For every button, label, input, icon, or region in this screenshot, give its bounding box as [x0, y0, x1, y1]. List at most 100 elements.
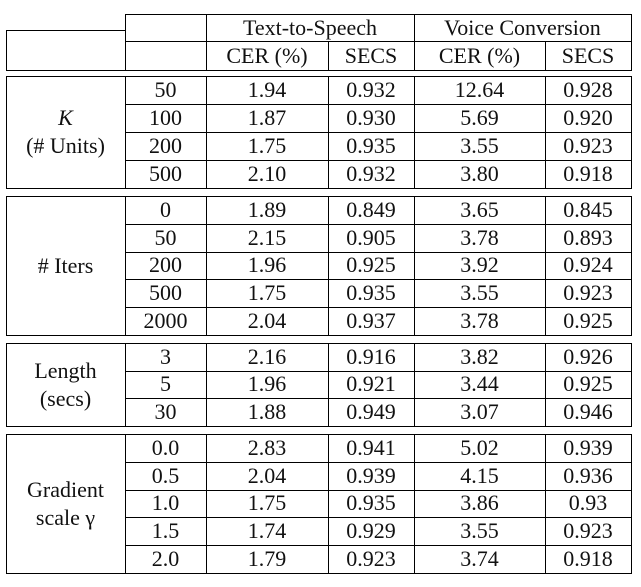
header-top-rule	[125, 14, 632, 15]
column-line	[6, 76, 7, 189]
vc-secs-cell: 0.928	[563, 77, 613, 102]
setting-cell: 100	[149, 105, 182, 130]
column-line	[631, 343, 632, 427]
section-label: Gradient scale γ	[6, 434, 125, 573]
vc-cer-cell: 3.44	[460, 371, 499, 397]
vc-secs-cell: 0.936	[563, 462, 613, 488]
setting-cell: 5	[160, 371, 171, 397]
section-label-line: scale γ	[35, 504, 96, 530]
tts-cer-cell: 1.89	[247, 196, 287, 222]
column-line	[206, 14, 207, 71]
column-line	[125, 196, 126, 336]
row-rule	[125, 490, 632, 491]
tts-cer-cell: 1.88	[247, 399, 287, 425]
column-line	[631, 196, 632, 336]
column-line	[206, 196, 207, 336]
setting-cell: 30	[154, 399, 177, 425]
vc-cer-cell: 3.55	[460, 133, 499, 158]
section-top-rule	[6, 76, 632, 77]
setting-cell: 50	[154, 77, 177, 102]
setting-cell: 0.0	[151, 434, 180, 460]
header-tts-cer: CER (%)	[226, 42, 308, 68]
section-top-rule	[6, 343, 632, 344]
column-line	[545, 196, 546, 336]
setting-cell: 0	[160, 196, 171, 222]
section-label: # Iters	[6, 196, 125, 335]
row-rule	[125, 160, 632, 161]
section-label-line: (secs)	[39, 385, 92, 411]
vc-cer-cell: 3.55	[460, 518, 499, 544]
header-mid-rule	[125, 41, 632, 42]
row-rule	[125, 398, 632, 399]
column-line	[328, 41, 329, 71]
vc-secs-cell: 0.924	[563, 252, 613, 278]
column-line	[414, 434, 415, 574]
column-line	[206, 343, 207, 427]
column-line	[631, 434, 632, 574]
vc-cer-cell: 3.80	[460, 161, 499, 186]
row-rule	[125, 104, 632, 105]
vc-secs-cell: 0.939	[563, 434, 613, 460]
setting-cell: 1.0	[151, 490, 180, 516]
row-rule	[125, 462, 632, 463]
vc-secs-cell: 0.923	[563, 133, 613, 158]
header-bottom-rule	[6, 70, 632, 71]
tts-cer-cell: 1.74	[247, 518, 287, 544]
vc-cer-cell: 4.15	[460, 462, 499, 488]
column-line	[125, 343, 126, 427]
section-top-rule	[6, 434, 632, 435]
header-vc-secs: SECS	[561, 42, 615, 68]
tts-cer-cell: 2.15	[247, 224, 287, 250]
vc-cer-cell: 5.69	[460, 105, 499, 130]
setting-cell: 500	[149, 161, 182, 186]
vc-secs-cell: 0.923	[563, 518, 613, 544]
tts-secs-cell: 0.929	[346, 518, 396, 544]
header-group-tts: Text-to-Speech	[242, 14, 378, 40]
tts-secs-cell: 0.930	[346, 105, 396, 130]
tts-secs-cell: 0.916	[346, 343, 396, 369]
row-rule	[125, 517, 632, 518]
setting-cell: 2000	[143, 308, 188, 334]
column-line	[125, 434, 126, 574]
row-rule	[125, 307, 632, 308]
vc-cer-cell: 3.74	[460, 546, 499, 572]
section-label-line: Gradient	[27, 476, 104, 502]
setting-cell: 0.5	[151, 462, 180, 488]
header-group-vc: Voice Conversion	[444, 14, 601, 40]
tts-secs-cell: 0.921	[346, 371, 396, 397]
column-line	[414, 196, 415, 336]
vc-cer-cell: 3.07	[460, 399, 499, 425]
tts-secs-cell: 0.925	[346, 252, 396, 278]
row-rule	[125, 545, 632, 546]
column-line	[545, 343, 546, 427]
corner-top-rule	[6, 30, 126, 31]
column-line	[414, 343, 415, 427]
column-line	[631, 14, 632, 71]
vc-secs-cell: 0.923	[563, 280, 613, 306]
vc-secs-cell: 0.893	[563, 224, 613, 250]
tts-secs-cell: 0.932	[346, 77, 396, 102]
tts-cer-cell: 1.75	[247, 133, 287, 158]
tts-cer-cell: 1.75	[247, 280, 287, 306]
column-line	[6, 434, 7, 574]
tts-cer-cell: 1.75	[247, 490, 287, 516]
vc-cer-cell: 3.55	[460, 280, 499, 306]
column-line	[6, 343, 7, 427]
column-line	[545, 41, 546, 71]
vc-secs-cell: 0.926	[563, 343, 613, 369]
column-line	[6, 196, 7, 336]
column-line	[328, 434, 329, 574]
tts-secs-cell: 0.849	[346, 196, 396, 222]
vc-secs-cell: 0.918	[563, 546, 613, 572]
section-bottom-rule	[6, 188, 632, 189]
setting-cell: 3	[160, 343, 171, 369]
column-line	[125, 14, 126, 71]
tts-secs-cell: 0.937	[346, 308, 396, 334]
tts-cer-cell: 1.79	[247, 546, 287, 572]
vc-secs-cell: 0.918	[563, 161, 613, 186]
vc-cer-cell: 3.78	[460, 308, 499, 334]
tts-secs-cell: 0.935	[346, 490, 396, 516]
tts-secs-cell: 0.939	[346, 462, 396, 488]
section-label: K (# Units)	[6, 76, 125, 188]
